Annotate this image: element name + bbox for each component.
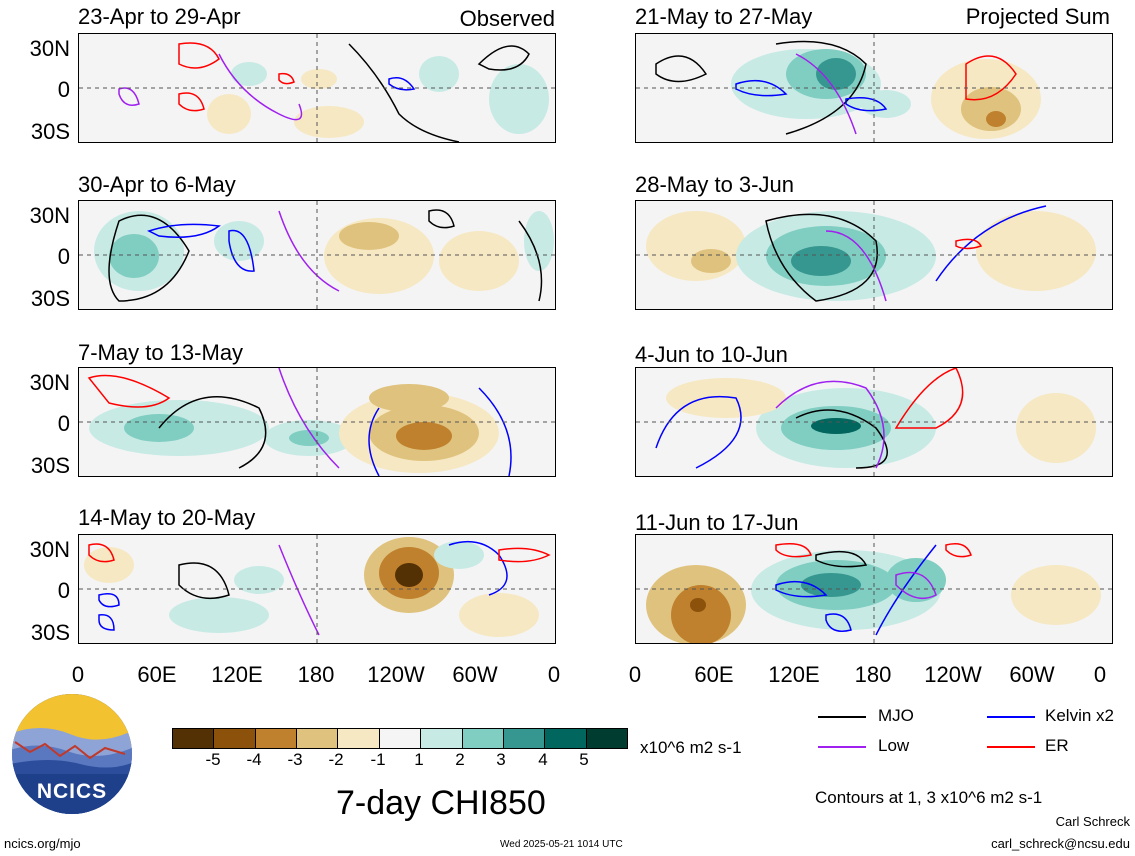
lat-label: 30N xyxy=(29,370,70,395)
lat-label: 30N xyxy=(29,203,70,228)
lon-label: 60E xyxy=(137,662,177,687)
map-panel-8 xyxy=(635,534,1113,644)
colorbar-tick-label: 5 xyxy=(579,750,589,769)
footer-site: ncics.org/mjo xyxy=(4,836,81,851)
footer-timestamp: Wed 2025-05-21 1014 UTC xyxy=(500,839,623,850)
colorbar-swatch xyxy=(173,729,214,748)
map-panel-6 xyxy=(635,367,1113,477)
legend-swatch-low xyxy=(818,746,866,748)
lat-label: 0 xyxy=(57,77,70,102)
logo-text: NCICS xyxy=(36,780,108,803)
panel-title-8: 11-Jun to 17-Jun xyxy=(635,510,799,535)
panel-title-1: 23-Apr to 29-Apr xyxy=(78,4,241,29)
lon-label: 120E xyxy=(768,662,820,687)
colorbar-swatch xyxy=(254,729,297,748)
colorbar-tick-label: 1 xyxy=(414,750,424,769)
panel-title-7: 14-May to 20-May xyxy=(78,505,256,530)
colorbar-tick-label: 4 xyxy=(538,750,548,769)
colorbar-tick-label: -3 xyxy=(287,750,303,769)
map-panel-2 xyxy=(635,33,1113,143)
panel-title-2: 21-May to 27-May xyxy=(635,4,813,29)
colorbar-swatch xyxy=(461,729,503,748)
lat-label: 0 xyxy=(57,244,70,269)
lat-label: 30S xyxy=(30,620,70,645)
map-panel-3 xyxy=(78,200,556,310)
legend-label-kelvin: Kelvin x2 xyxy=(1045,706,1114,725)
colorbar-tick-label: 2 xyxy=(455,750,465,769)
lat-label: 0 xyxy=(57,411,70,436)
colorbar-tick-label: 3 xyxy=(496,750,506,769)
panel-title-5: 7-May to 13-May xyxy=(78,340,244,365)
lat-label: 30N xyxy=(29,36,70,61)
lon-label: 120W xyxy=(367,662,425,687)
lon-label: 60W xyxy=(452,662,498,687)
lon-label: 120W xyxy=(924,662,982,687)
lon-label: 60W xyxy=(1009,662,1055,687)
colorbar-tick-label: -5 xyxy=(205,750,221,769)
panel-title-4: 28-May to 3-Jun xyxy=(635,172,794,197)
lon-label: 120E xyxy=(211,662,263,687)
colorbar xyxy=(172,728,628,749)
colorbar-swatch xyxy=(296,729,338,748)
lat-label: 30N xyxy=(29,537,70,562)
colorbar-tick-label: -1 xyxy=(370,750,386,769)
legend-label-mjo: MJO xyxy=(878,706,914,725)
legend-swatch-mjo xyxy=(818,716,866,718)
lon-label: 0 xyxy=(71,662,85,687)
colorbar-tick-label: -4 xyxy=(246,750,262,769)
ncics-logo: NCICS xyxy=(10,692,134,816)
lon-label: 180 xyxy=(297,662,335,687)
map-panel-7 xyxy=(78,534,556,644)
lon-label: 0 xyxy=(1093,662,1107,687)
lat-label: 30S xyxy=(30,286,70,311)
panel-title-3: 30-Apr to 6-May xyxy=(78,172,236,197)
map-panel-5 xyxy=(78,367,556,477)
observed-header: Observed xyxy=(459,6,555,31)
colorbar-swatch xyxy=(378,729,421,748)
colorbar-swatch xyxy=(213,729,255,748)
panel-title-6: 4-Jun to 10-Jun xyxy=(635,342,788,367)
lon-label: 0 xyxy=(547,662,561,687)
lon-label: 180 xyxy=(854,662,892,687)
contours-note: Contours at 1, 3 x10^6 m2 s-1 xyxy=(815,788,1043,807)
colorbar-swatch xyxy=(585,729,627,748)
legend-swatch-er xyxy=(987,746,1035,748)
colorbar-swatch xyxy=(502,729,545,748)
legend-label-low: Low xyxy=(878,736,910,755)
colorbar-units: x10^6 m2 s-1 xyxy=(640,738,742,757)
colorbar-swatch xyxy=(420,729,462,748)
colorbar-swatch xyxy=(544,729,586,748)
main-title: 7-day CHI850 xyxy=(336,784,546,822)
lon-label: 0 xyxy=(628,662,642,687)
lat-label: 30S xyxy=(30,119,70,144)
lon-label: 60E xyxy=(694,662,734,687)
lat-label: 0 xyxy=(57,578,70,603)
map-panel-1 xyxy=(78,33,556,143)
legend-swatch-kelvin xyxy=(987,716,1035,718)
footer-email: carl_schreck@ncsu.edu xyxy=(991,836,1130,851)
projected-header: Projected Sum xyxy=(965,4,1110,29)
footer-author: Carl Schreck xyxy=(1055,814,1130,829)
lat-label: 30S xyxy=(30,453,70,478)
colorbar-swatch xyxy=(337,729,379,748)
legend-label-er: ER xyxy=(1045,736,1069,755)
colorbar-tick-label: -2 xyxy=(328,750,344,769)
map-panel-4 xyxy=(635,200,1113,310)
